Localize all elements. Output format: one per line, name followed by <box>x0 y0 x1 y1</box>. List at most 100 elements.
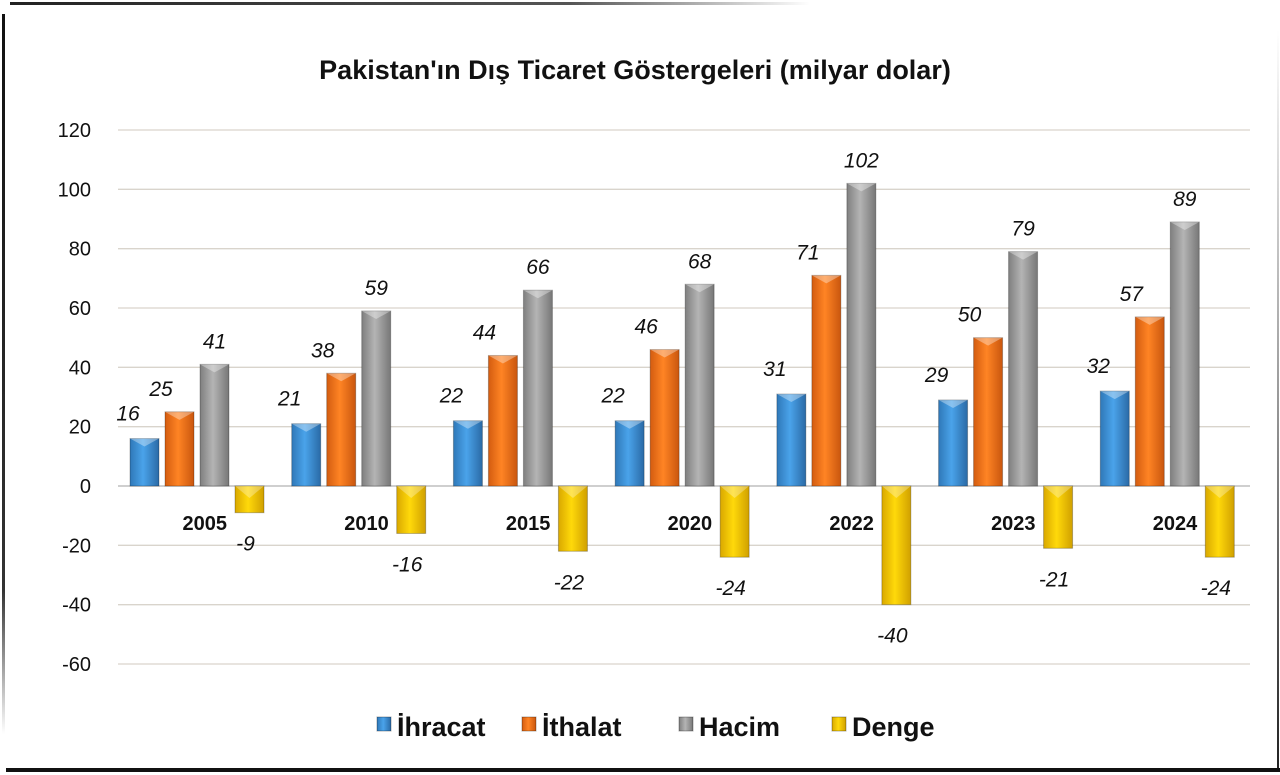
data-label: -24 <box>715 577 745 600</box>
bar-bevel <box>776 394 806 403</box>
bar-hacim-2010 <box>361 310 392 487</box>
bar <box>776 393 807 487</box>
y-tick-label: -60 <box>62 654 91 676</box>
bar-hacim-2024 <box>1169 221 1200 487</box>
bar-bevel <box>523 290 553 299</box>
legend-item-i̇hracat: İhracat <box>376 712 486 742</box>
bar-i̇hracat-2015 <box>452 420 483 487</box>
legend: İhracat İthalat Hacim Denge <box>376 712 935 742</box>
bar-i̇thalat-2015 <box>487 354 518 487</box>
data-label: -16 <box>392 553 423 576</box>
frame-right-border <box>1277 30 1279 770</box>
bar-bevel <box>165 411 194 420</box>
bar <box>326 372 357 487</box>
bar-denge-2023 <box>1043 485 1074 549</box>
data-label: 68 <box>688 250 712 273</box>
bar-denge-2010 <box>396 485 427 534</box>
legend-swatch <box>521 716 537 732</box>
data-label: 79 <box>1011 218 1035 241</box>
x-tick-label: 2020 <box>668 513 713 535</box>
data-label: 102 <box>844 149 879 172</box>
bar-bevel <box>973 337 1003 346</box>
y-tick-label: 0 <box>80 476 91 498</box>
bar-bevel <box>558 486 588 498</box>
legend-swatch <box>376 716 392 732</box>
bar <box>1043 485 1074 549</box>
x-tick-label: 2005 <box>183 513 228 535</box>
data-label: 16 <box>116 403 140 426</box>
bar <box>129 438 160 487</box>
bar-denge-2015 <box>557 485 588 552</box>
bar-hacim-2023 <box>1008 251 1039 487</box>
x-tick-label: 2023 <box>991 513 1036 535</box>
bar-i̇thalat-2023 <box>973 337 1004 487</box>
legend-label: Hacim <box>699 712 780 742</box>
legend-item-denge: Denge <box>831 712 935 742</box>
data-label: -22 <box>554 571 585 594</box>
bar <box>164 411 195 487</box>
bar <box>684 283 715 487</box>
bar <box>291 423 322 487</box>
data-label: 71 <box>796 241 819 264</box>
bar-i̇thalat-2005 <box>164 411 195 487</box>
bar-bevel <box>1100 391 1130 400</box>
x-tick-label: 2015 <box>506 513 551 535</box>
y-tick-label: 80 <box>69 239 91 261</box>
bar-bevel <box>1170 221 1200 230</box>
bar-i̇thalat-2024 <box>1134 316 1165 487</box>
bar-bevel <box>1008 251 1038 260</box>
bar-i̇thalat-2010 <box>326 372 357 487</box>
bar-denge-2024 <box>1204 485 1235 558</box>
bar <box>881 485 912 606</box>
bar-bevel <box>453 420 483 429</box>
bar-bevel <box>1135 316 1165 325</box>
data-label: 25 <box>148 378 173 401</box>
bar-bevel <box>685 284 715 293</box>
y-tick-label: 20 <box>69 417 91 439</box>
bar <box>811 274 842 487</box>
bar <box>396 485 427 534</box>
data-label: 66 <box>526 256 550 279</box>
bar <box>557 485 588 552</box>
y-tick-label: 40 <box>69 357 91 379</box>
data-label: -24 <box>1201 577 1231 600</box>
bar-bevel <box>488 355 518 364</box>
bar-bevel <box>650 349 680 358</box>
bar-bevel <box>130 438 159 447</box>
bar <box>1134 316 1165 487</box>
y-tick-label: -20 <box>62 535 91 557</box>
bar-denge-2020 <box>719 485 750 558</box>
legend-item-i̇thalat: İthalat <box>521 712 622 742</box>
bar-i̇hracat-2010 <box>291 423 322 487</box>
y-tick-label: 100 <box>58 179 91 201</box>
x-tick-label: 2024 <box>1153 513 1198 535</box>
legend-label: İthalat <box>542 712 622 742</box>
legend-label: Denge <box>852 712 935 742</box>
bar <box>846 182 877 487</box>
data-label: 41 <box>203 330 226 353</box>
data-label: 32 <box>1087 355 1111 378</box>
bar-hacim-2020 <box>684 283 715 487</box>
x-tick-label: 2022 <box>829 513 874 535</box>
bar-bevel <box>1043 486 1073 498</box>
bar-bevel <box>235 486 264 498</box>
chart-title: Pakistan'ın Dış Ticaret Göstergeleri (mi… <box>319 55 951 85</box>
bar-bevel <box>615 420 645 429</box>
data-label: 46 <box>634 316 658 339</box>
bar-i̇hracat-2024 <box>1099 390 1130 487</box>
data-label: 29 <box>924 364 949 387</box>
bar <box>361 310 392 487</box>
bar <box>487 354 518 487</box>
bar-hacim-2005 <box>199 363 230 487</box>
frame-top-border <box>10 2 810 5</box>
legend-item-hacim: Hacim <box>678 712 780 742</box>
bar-i̇hracat-2005 <box>129 438 160 487</box>
bar <box>614 420 645 487</box>
bar-hacim-2015 <box>522 289 553 487</box>
frame-bottom-border <box>6 768 1280 772</box>
bar <box>719 485 750 558</box>
y-tick-label: 60 <box>69 298 91 320</box>
bar-bevel <box>846 183 876 192</box>
data-label: -40 <box>877 625 908 648</box>
